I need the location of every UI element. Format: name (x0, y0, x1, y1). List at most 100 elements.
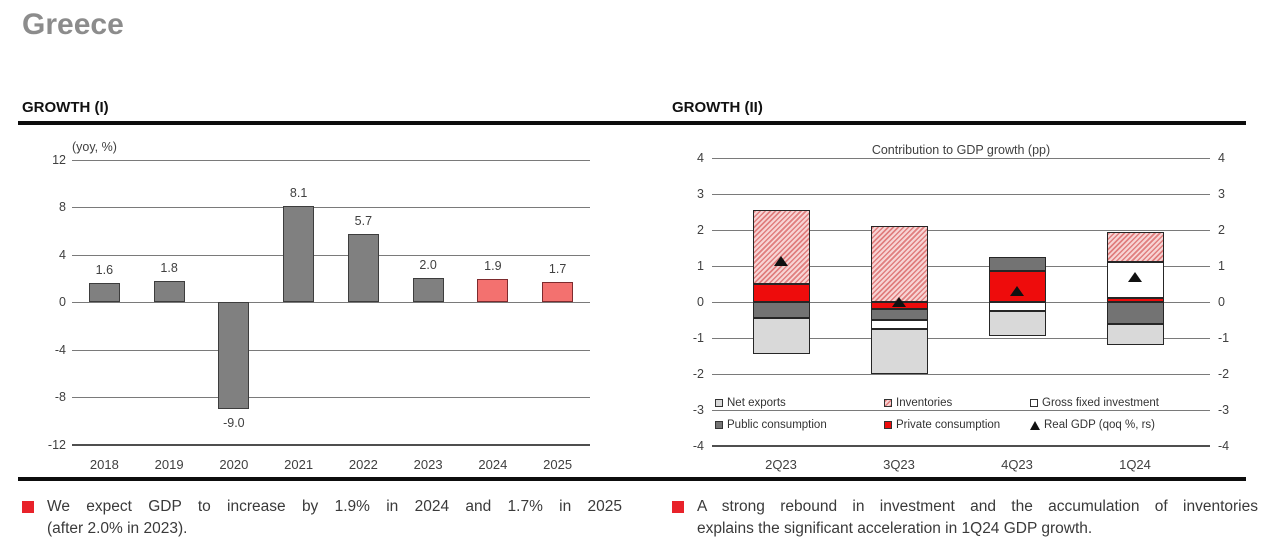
x-tick-label: 2022 (348, 457, 378, 472)
y-tick-label-left: -3 (692, 403, 704, 417)
y-tick-label: -4 (54, 342, 66, 357)
gridline (712, 338, 1210, 339)
legend-item-gross-fixed-investment: Gross fixed investment (1030, 396, 1159, 410)
gridline (72, 397, 590, 398)
bar-value-label: 8.1 (274, 184, 323, 201)
page-title: Greece (22, 8, 124, 41)
x-tick-label: 2024 (478, 457, 508, 472)
bar-value-label: 5.7 (339, 213, 388, 230)
bar-2024 (477, 279, 509, 302)
x-tick-label: 2018 (89, 457, 119, 472)
note-line: We expect GDP to increase by 1.9% in 202… (47, 498, 622, 515)
x-axis-line (72, 443, 590, 446)
gridline (712, 230, 1210, 231)
legend-item-public-consumption: Public consumption (715, 418, 827, 432)
segment-public-consumption-3q23 (870, 309, 928, 320)
note-left: We expect GDP to increase by 1.9% in 202… (22, 496, 622, 540)
y-tick-label-right: 0 (1218, 295, 1225, 309)
bullet-square-icon (672, 501, 684, 513)
y-tick-label: 0 (59, 295, 66, 309)
legend-label: Private consumption (896, 419, 1001, 431)
segment-private-consumption-1q24 (1106, 298, 1164, 302)
segment-net-exports-4q23 (988, 311, 1046, 337)
bar-2020 (218, 302, 250, 409)
gridline (712, 374, 1210, 375)
legend-label: Inventories (896, 397, 953, 409)
y-tick-label-right: 1 (1218, 259, 1225, 273)
legend-swatch-public-consumption (715, 421, 723, 429)
gdp-contribution-stacked-chart: 4 4 3 3 2 2 1 1 0 0 -1 -1 -2 -2 -3 -3 -4 -4 Contribution t… (672, 130, 1256, 477)
bar-value-label: 1.6 (80, 262, 129, 278)
gridline (712, 302, 1210, 303)
bar-value-label: 1.7 (533, 260, 582, 277)
bottom-divider-line (18, 477, 1246, 481)
legend-item-net-exports: Net exports (715, 396, 786, 410)
bullet-square-icon (22, 501, 34, 513)
gridline (72, 254, 590, 256)
y-tick-label-right: -4 (1218, 439, 1230, 453)
y-tick-label-right: 2 (1218, 223, 1225, 237)
note-right: A strong rebound in investment and the a… (672, 496, 1258, 540)
y-tick-label: -8 (54, 390, 66, 404)
segment-net-exports-1q24 (1106, 323, 1164, 346)
legend-swatch-net-exports (715, 399, 723, 407)
x-tick-label: 3Q23 (883, 457, 915, 472)
segment-inventories-2q23 (752, 210, 810, 284)
y-tick-label-right: -3 (1218, 403, 1230, 417)
real-gdp-marker-3q23 (892, 297, 906, 307)
gridline (72, 159, 590, 161)
gridline (712, 266, 1210, 267)
gridline (72, 207, 590, 208)
x-tick-label: 1Q24 (1119, 457, 1151, 472)
legend-swatch-inventories (884, 399, 892, 407)
gridline (72, 302, 590, 303)
y-tick-label-left: -2 (692, 367, 704, 381)
gridline (72, 349, 590, 351)
segment-gross-fixed-investment-1q24 (1106, 262, 1164, 299)
x-tick-label: 2020 (219, 457, 249, 472)
gridline (712, 410, 1210, 411)
real-gdp-marker-4q23 (1010, 286, 1024, 297)
y-tick-label-left: 0 (697, 295, 704, 309)
legend-swatch-private-consumption (884, 421, 892, 429)
legend-swatch-real-gdp-qoq-rs (1030, 420, 1040, 430)
y-tick-label-right: 4 (1218, 151, 1225, 165)
bar-value-label: 1.9 (468, 258, 517, 275)
legend-label: Public consumption (727, 419, 827, 431)
section-header-growth-1: GROWTH (I) (22, 99, 109, 116)
x-axis-line (712, 445, 1210, 447)
y-tick-label-left: 2 (697, 223, 704, 237)
y-tick-label: 4 (59, 247, 66, 262)
y-tick-label-left: -1 (692, 331, 704, 345)
y-tick-label-left: 3 (697, 187, 704, 201)
gdp-growth-bar-chart: 12 8 4 0 -4 -8 -12 (yoy, %) 1.6 2018 1.8 2019 -9.0 20… (22, 130, 620, 477)
y-tick-label-left: 1 (697, 259, 704, 273)
legend-label: Net exports (727, 397, 786, 409)
segment-gross-fixed-investment-4q23 (988, 302, 1046, 311)
real-gdp-marker-1q24 (1128, 271, 1142, 282)
y-tick-label-left: 4 (697, 151, 704, 165)
x-tick-label: 2023 (413, 457, 443, 472)
x-tick-label: 2021 (284, 457, 314, 472)
y-tick-label-right: 3 (1218, 187, 1225, 201)
bar-2022 (347, 234, 379, 302)
y-tick-label-right: -2 (1218, 367, 1230, 381)
x-tick-label: 4Q23 (1001, 457, 1033, 472)
legend-label: Gross fixed investment (1042, 397, 1159, 409)
gridline (712, 194, 1210, 195)
x-tick-label: 2025 (543, 457, 573, 472)
bar-value-label: 1.8 (145, 259, 194, 276)
bar-value-label: 2.0 (404, 257, 453, 274)
bar-2021 (283, 205, 315, 302)
segment-net-exports-2q23 (752, 318, 810, 355)
note-line: A strong rebound in investment and the a… (697, 498, 1258, 515)
segment-net-exports-3q23 (870, 329, 928, 374)
segment-public-consumption-1q24 (1106, 302, 1164, 324)
x-tick-label: 2Q23 (765, 457, 797, 472)
segment-public-consumption-2q23 (752, 302, 810, 319)
note-line: (after 2.0% in 2023). (47, 520, 188, 537)
y-tick-label: 12 (52, 152, 66, 167)
legend-swatch-gross-fixed-investment (1030, 399, 1038, 407)
chart-title: Contribution to GDP growth (pp) (871, 143, 1051, 157)
bar-2019 (153, 280, 185, 302)
